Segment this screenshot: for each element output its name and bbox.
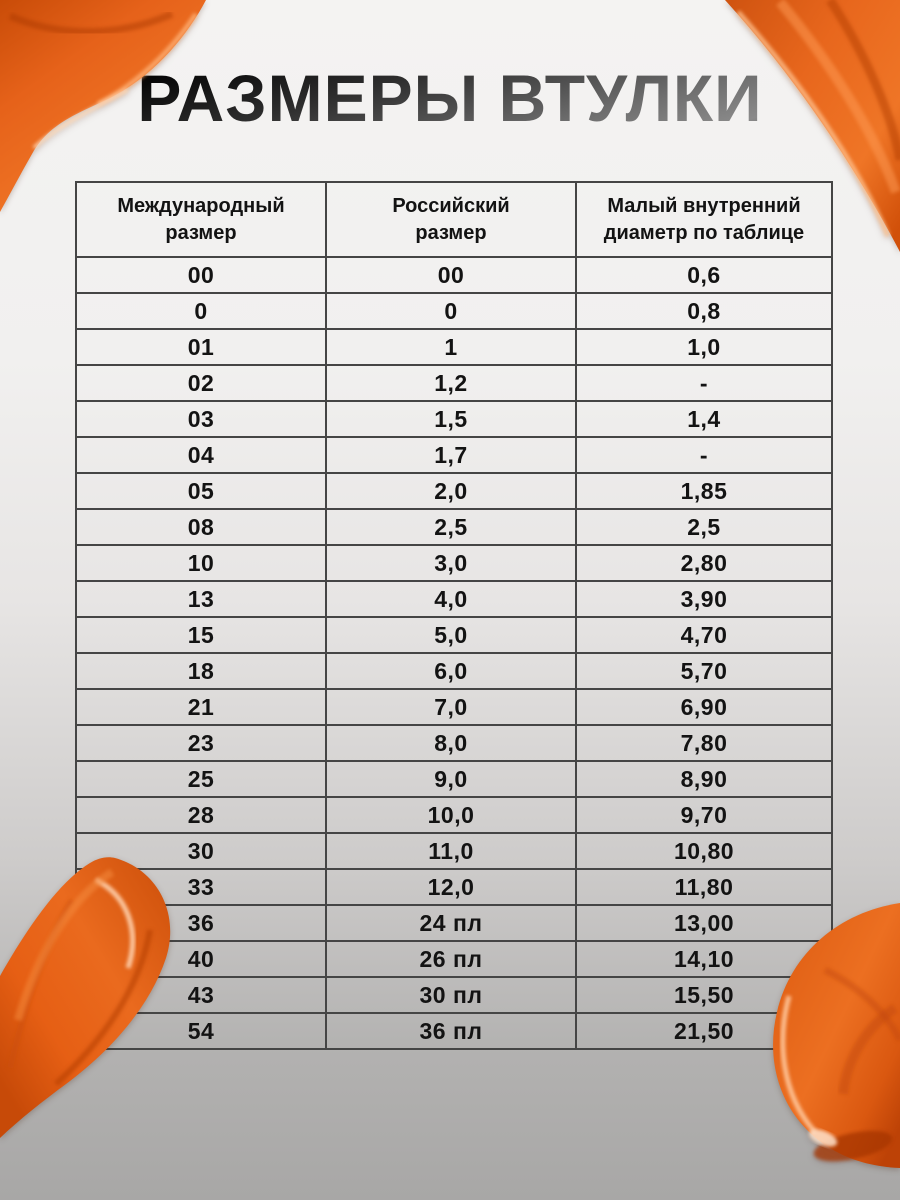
table-row: 40 26 пл 14,10 bbox=[75, 940, 833, 978]
table-row: 25 9,0 8,90 bbox=[75, 760, 833, 798]
table-header: Международный размер Российский размер М… bbox=[75, 181, 833, 258]
table-cell: 15,50 bbox=[575, 976, 833, 1014]
table-cell: 33 bbox=[75, 868, 327, 906]
table-cell: 3,90 bbox=[575, 580, 833, 618]
table-cell: 2,5 bbox=[575, 508, 833, 546]
col-header-russian-size: Российский размер bbox=[325, 181, 577, 258]
table-cell: 02 bbox=[75, 364, 327, 402]
table-cell: 0,8 bbox=[575, 292, 833, 330]
table-cell: 00 bbox=[325, 256, 577, 294]
table-cell: 8,0 bbox=[325, 724, 577, 762]
table-cell: 10,0 bbox=[325, 796, 577, 834]
page-title: РАЗМЕРЫ ВТУЛКИ bbox=[0, 60, 900, 136]
table-cell: 05 bbox=[75, 472, 327, 510]
table-cell: 08 bbox=[75, 508, 327, 546]
table-row: 33 12,0 11,80 bbox=[75, 868, 833, 906]
table-cell: 36 bbox=[75, 904, 327, 942]
table-cell: 21,50 bbox=[575, 1012, 833, 1050]
table-row: 54 36 пл 21,50 bbox=[75, 1012, 833, 1050]
table-cell: 2,5 bbox=[325, 508, 577, 546]
col-header-inner-diameter: Малый внутренний диаметр по таблице bbox=[575, 181, 833, 258]
table-cell: 1,85 bbox=[575, 472, 833, 510]
table-row: 00 00 0,6 bbox=[75, 256, 833, 294]
size-table-body: 00 00 0,6 0 0 0,8 01 1 1,0 02 1,2-03 1,5 1,4 04 1,7-05… bbox=[75, 256, 833, 1050]
table-cell: 9,0 bbox=[325, 760, 577, 798]
table-cell: 4,0 bbox=[325, 580, 577, 618]
table-cell: 24 пл bbox=[325, 904, 577, 942]
table-row: 23 8,0 7,80 bbox=[75, 724, 833, 762]
table-cell: 10 bbox=[75, 544, 327, 582]
table-cell: 54 bbox=[75, 1012, 327, 1050]
table-cell: 18 bbox=[75, 652, 327, 690]
table-cell: 0 bbox=[75, 292, 327, 330]
table-row: 05 2,0 1,85 bbox=[75, 472, 833, 510]
table-cell: 11,80 bbox=[575, 868, 833, 906]
col-header-russian-size-label: Российский размер bbox=[392, 195, 510, 244]
table-row: 08 2,5 2,5 bbox=[75, 508, 833, 546]
table-cell: 15 bbox=[75, 616, 327, 654]
table-cell: 30 пл bbox=[325, 976, 577, 1014]
table-cell: 26 пл bbox=[325, 940, 577, 978]
table-cell: 1,4 bbox=[575, 400, 833, 438]
table-cell: 13 bbox=[75, 580, 327, 618]
table-row: 28 10,0 9,70 bbox=[75, 796, 833, 834]
table-cell: 4,70 bbox=[575, 616, 833, 654]
table-cell: 03 bbox=[75, 400, 327, 438]
table-cell: 2,0 bbox=[325, 472, 577, 510]
table-cell: 6,90 bbox=[575, 688, 833, 726]
table-cell: - bbox=[575, 436, 833, 474]
table-cell: 5,0 bbox=[325, 616, 577, 654]
table-cell: 00 bbox=[75, 256, 327, 294]
table-cell: 10,80 bbox=[575, 832, 833, 870]
table-cell: 21 bbox=[75, 688, 327, 726]
table-row: 01 1 1,0 bbox=[75, 328, 833, 366]
col-header-international-size: Международный размер bbox=[75, 181, 327, 258]
table-row: 04 1,7- bbox=[75, 436, 833, 474]
table-cell: 5,70 bbox=[575, 652, 833, 690]
table-row: 43 30 пл 15,50 bbox=[75, 976, 833, 1014]
table-cell: 04 bbox=[75, 436, 327, 474]
table-cell: 7,0 bbox=[325, 688, 577, 726]
table-cell: 6,0 bbox=[325, 652, 577, 690]
table-cell: 28 bbox=[75, 796, 327, 834]
table-header-row: Международный размер Российский размер М… bbox=[75, 181, 833, 258]
table-cell: 11,0 bbox=[325, 832, 577, 870]
table-cell: 2,80 bbox=[575, 544, 833, 582]
table-cell: 40 bbox=[75, 940, 327, 978]
table-cell: 7,80 bbox=[575, 724, 833, 762]
table-row: 15 5,0 4,70 bbox=[75, 616, 833, 654]
table-cell: - bbox=[575, 364, 833, 402]
table-cell: 1 bbox=[325, 328, 577, 366]
table-row: 36 24 пл 13,00 bbox=[75, 904, 833, 942]
table-cell: 13,00 bbox=[575, 904, 833, 942]
table-cell: 0 bbox=[325, 292, 577, 330]
table-cell: 1,7 bbox=[325, 436, 577, 474]
table-cell: 9,70 bbox=[575, 796, 833, 834]
table-cell: 23 bbox=[75, 724, 327, 762]
table-cell: 8,90 bbox=[575, 760, 833, 798]
table-cell: 01 bbox=[75, 328, 327, 366]
table-cell: 14,10 bbox=[575, 940, 833, 978]
table-row: 0 0 0,8 bbox=[75, 292, 833, 330]
table-row: 30 11,0 10,80 bbox=[75, 832, 833, 870]
table-cell: 25 bbox=[75, 760, 327, 798]
table-row: 03 1,5 1,4 bbox=[75, 400, 833, 438]
table-cell: 30 bbox=[75, 832, 327, 870]
table-cell: 36 пл bbox=[325, 1012, 577, 1050]
table-cell: 12,0 bbox=[325, 868, 577, 906]
table-row: 18 6,0 5,70 bbox=[75, 652, 833, 690]
table-cell: 0,6 bbox=[575, 256, 833, 294]
table-cell: 1,0 bbox=[575, 328, 833, 366]
table-row: 10 3,0 2,80 bbox=[75, 544, 833, 582]
size-table: Международный размер Российский размер М… bbox=[75, 181, 833, 1050]
col-header-international-size-label: Международный размер bbox=[117, 195, 285, 244]
table-cell: 1,5 bbox=[325, 400, 577, 438]
col-header-inner-diameter-label: Малый внутренний диаметр по таблице bbox=[603, 195, 805, 244]
table-cell: 43 bbox=[75, 976, 327, 1014]
table-cell: 1,2 bbox=[325, 364, 577, 402]
table-row: 21 7,0 6,90 bbox=[75, 688, 833, 726]
table-row: 02 1,2- bbox=[75, 364, 833, 402]
table-cell: 3,0 bbox=[325, 544, 577, 582]
table-row: 13 4,0 3,90 bbox=[75, 580, 833, 618]
